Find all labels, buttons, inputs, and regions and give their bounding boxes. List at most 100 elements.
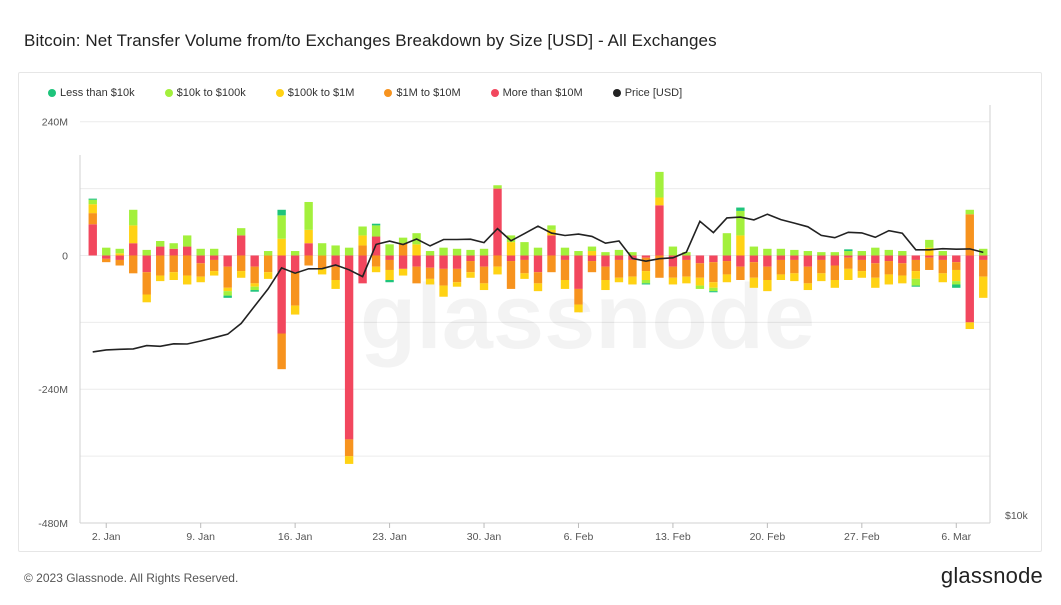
bar-segment	[722, 255, 732, 262]
bar-segment	[344, 255, 354, 440]
bar-segment	[290, 305, 300, 315]
bar-segment	[709, 287, 718, 292]
x-tick-label: 6. Feb	[564, 531, 594, 543]
bar-segment	[790, 249, 799, 256]
bar-segment	[344, 247, 354, 256]
bar-segment	[884, 261, 893, 275]
bar-segment	[722, 261, 732, 275]
legend-item-more-than-10m[interactable]: More than $10M	[490, 87, 583, 99]
bar-segment	[533, 283, 543, 292]
bar-segment	[169, 272, 178, 281]
bar-segment	[641, 257, 651, 272]
bar-segment	[655, 171, 664, 198]
bar-segment	[749, 277, 759, 288]
bar-segment	[547, 235, 556, 256]
bar-segment	[88, 213, 97, 225]
bar-segment	[156, 240, 165, 247]
bar-segment	[209, 248, 219, 256]
bar-segment	[641, 283, 651, 285]
bar-segment	[952, 284, 961, 288]
bar-segment	[803, 255, 813, 267]
bar-segment	[223, 255, 232, 267]
bar-segment	[925, 239, 934, 248]
bar-segment	[601, 266, 610, 281]
bar-segment	[209, 255, 219, 260]
bar-segment	[857, 251, 867, 256]
glassnode-logo[interactable]: glassnode	[940, 563, 1043, 588]
bar-segment	[102, 247, 111, 256]
legend-item-100k-to-1m[interactable]: $100k to $1M	[275, 87, 354, 99]
bar-segment	[682, 252, 691, 256]
legend-item-less-than-10k[interactable]: Less than $10k	[48, 87, 135, 99]
bar-segment	[668, 266, 678, 278]
bar-segment	[277, 238, 286, 256]
legend: Less than $10k $10k to $100k $100k to $1…	[48, 86, 712, 100]
bar-segment	[817, 259, 826, 274]
bar-segment	[412, 255, 421, 267]
bar-segment	[425, 278, 435, 285]
bar-segment	[560, 259, 570, 281]
legend-item-10k-to-100k[interactable]: $10k to $100k	[164, 87, 246, 99]
bar-segment	[479, 255, 489, 267]
bar-segment	[682, 255, 691, 260]
bar-segment	[844, 255, 853, 258]
bar-segment	[479, 283, 489, 291]
x-tick-label: 9. Jan	[186, 531, 215, 543]
bar-segment	[223, 295, 232, 298]
bar-segment	[317, 268, 327, 275]
legend-item-1m-to-10m[interactable]: $1M to $10M	[384, 87, 461, 99]
bar-segment	[844, 268, 853, 281]
bar-segment	[938, 259, 947, 274]
bar-segment	[358, 235, 367, 246]
bar-segment	[790, 255, 799, 260]
x-tick-label: 13. Feb	[655, 531, 691, 543]
bar-segment	[965, 322, 974, 330]
bar-segment	[493, 188, 502, 256]
bar-segment	[331, 255, 340, 267]
bar-segment	[695, 285, 705, 289]
bar-segment	[871, 255, 880, 264]
bar-segment	[115, 259, 124, 266]
bar-segment	[709, 255, 718, 263]
bar-segment	[614, 255, 624, 260]
bar-segment	[142, 272, 151, 295]
bar-segment	[466, 261, 475, 273]
bar-segment	[129, 255, 138, 274]
bar-segment	[331, 266, 340, 281]
bar-segment	[965, 255, 974, 323]
bar-segment	[479, 266, 489, 284]
legend-item-price[interactable]: Price [USD]	[612, 87, 682, 99]
bar-segment	[398, 243, 408, 256]
bar-segment	[520, 255, 529, 260]
bar-segment	[520, 259, 529, 274]
bar-segment	[439, 268, 448, 286]
bar-segment	[857, 259, 867, 272]
bar-segment	[749, 262, 759, 278]
bar-segment	[614, 249, 624, 256]
bar-segment	[587, 261, 597, 273]
bar-segment	[911, 285, 920, 287]
bar-segment	[709, 291, 718, 293]
bar-segment	[331, 245, 340, 256]
price-line	[92, 213, 984, 353]
bar-segment	[371, 255, 381, 267]
bar-segment	[574, 288, 583, 305]
bar-segment	[722, 274, 732, 283]
legend-label: More than $10M	[502, 87, 583, 99]
y-right-tick-label: $10k	[1005, 510, 1029, 522]
bar-segment	[452, 268, 462, 283]
bar-segment	[722, 233, 732, 256]
bar-segment	[102, 258, 111, 263]
bar-segment	[803, 266, 813, 284]
bar-segment	[156, 255, 165, 276]
bar-segment	[142, 249, 151, 256]
bar-segment	[844, 251, 853, 256]
bar-segment	[156, 246, 165, 256]
bar-segment	[371, 266, 381, 273]
bar-segment	[129, 243, 138, 256]
bar-segment	[655, 205, 664, 256]
bar-segment	[830, 252, 840, 256]
bar-segment	[466, 255, 475, 262]
bar-segment	[196, 276, 205, 283]
